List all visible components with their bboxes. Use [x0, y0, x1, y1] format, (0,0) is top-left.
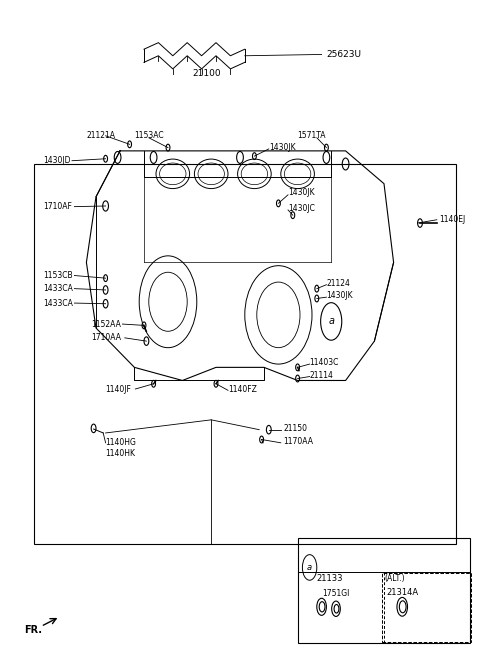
Text: 1153AC: 1153AC: [134, 131, 164, 140]
Text: 1140FZ: 1140FZ: [228, 384, 257, 394]
Bar: [34, 164, 456, 544]
Text: 1430JK: 1430JK: [326, 291, 353, 300]
Text: 1152AA: 1152AA: [91, 319, 121, 329]
Text: 1430JD: 1430JD: [43, 156, 71, 165]
Text: 1140JF: 1140JF: [106, 384, 132, 394]
Text: 21100: 21100: [192, 69, 221, 78]
Text: 1430JK: 1430JK: [269, 143, 295, 152]
Text: 21133: 21133: [317, 574, 343, 583]
Text: a: a: [307, 563, 312, 572]
Text: 1170AA: 1170AA: [283, 437, 313, 446]
Text: 11403C: 11403C: [310, 358, 339, 367]
Text: 1140EJ: 1140EJ: [440, 215, 466, 224]
Text: 21114: 21114: [310, 371, 334, 380]
Text: 21121A: 21121A: [86, 131, 115, 140]
Text: 1751GI: 1751GI: [323, 589, 350, 598]
Text: 1710AF: 1710AF: [43, 202, 72, 211]
Text: 21150: 21150: [283, 424, 307, 433]
Text: 1710AA: 1710AA: [91, 333, 121, 342]
Text: 1140HK: 1140HK: [106, 449, 135, 459]
Text: a: a: [328, 316, 334, 327]
Text: FR.: FR.: [24, 625, 42, 635]
Text: 25623U: 25623U: [326, 50, 361, 59]
Text: 1571TA: 1571TA: [298, 131, 326, 140]
Text: 1430JK: 1430JK: [288, 188, 314, 197]
Bar: [298, 538, 470, 643]
Text: 1153CB: 1153CB: [43, 271, 73, 280]
Text: 21124: 21124: [326, 279, 350, 288]
Text: 21314A: 21314A: [386, 588, 419, 597]
Text: 1433CA: 1433CA: [43, 284, 73, 293]
Text: 1433CA: 1433CA: [43, 298, 73, 308]
Text: 1430JC: 1430JC: [288, 204, 315, 213]
Bar: [382, 573, 471, 642]
Text: 1140HG: 1140HG: [106, 438, 136, 447]
Text: (ALT.): (ALT.): [384, 574, 405, 583]
